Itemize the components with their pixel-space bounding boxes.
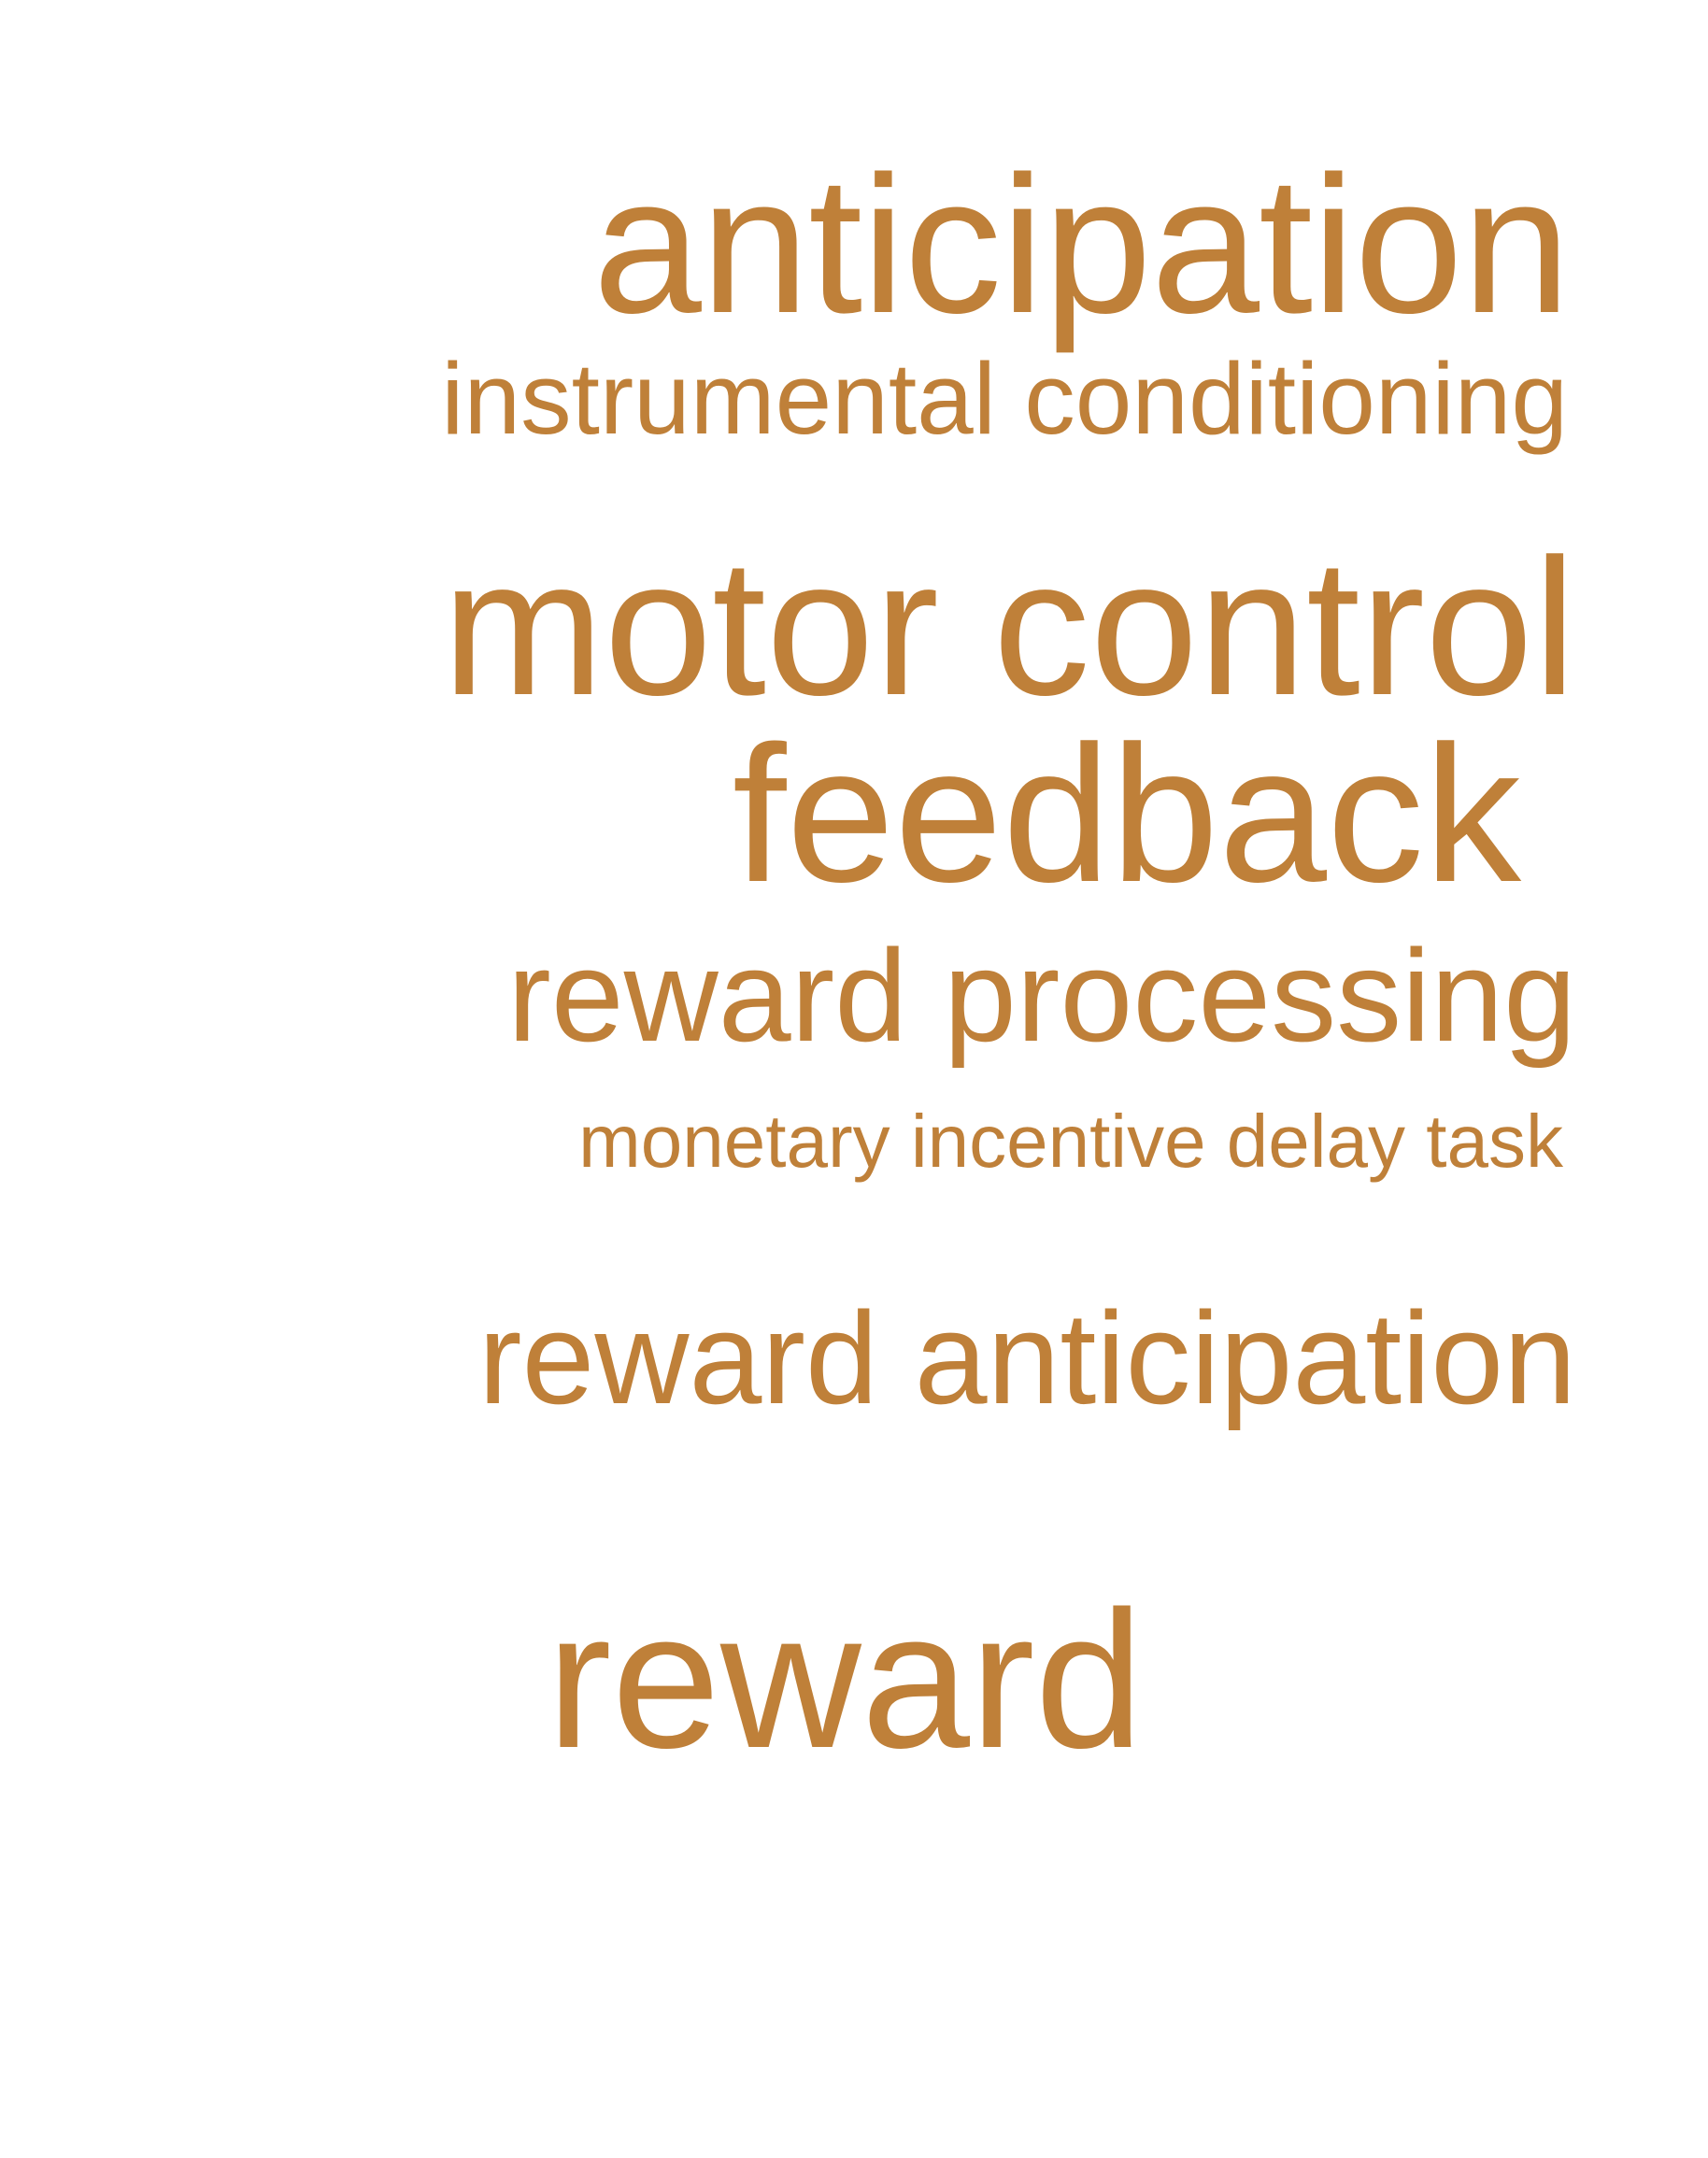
- term-feedback: feedback: [732, 706, 1521, 923]
- term-motor-control: motor control: [442, 519, 1576, 736]
- term-anticipation: anticipation: [592, 136, 1571, 354]
- term-monetary-incentive-delay-task: monetary incentive delay task: [578, 1100, 1563, 1183]
- term-reward-processing: reward processing: [507, 922, 1576, 1069]
- term-reward: reward: [547, 1571, 1144, 1789]
- term-instrumental-conditioning: instrumental conditioning: [441, 342, 1568, 456]
- term-reward-anticipation: reward anticipation: [477, 1285, 1576, 1431]
